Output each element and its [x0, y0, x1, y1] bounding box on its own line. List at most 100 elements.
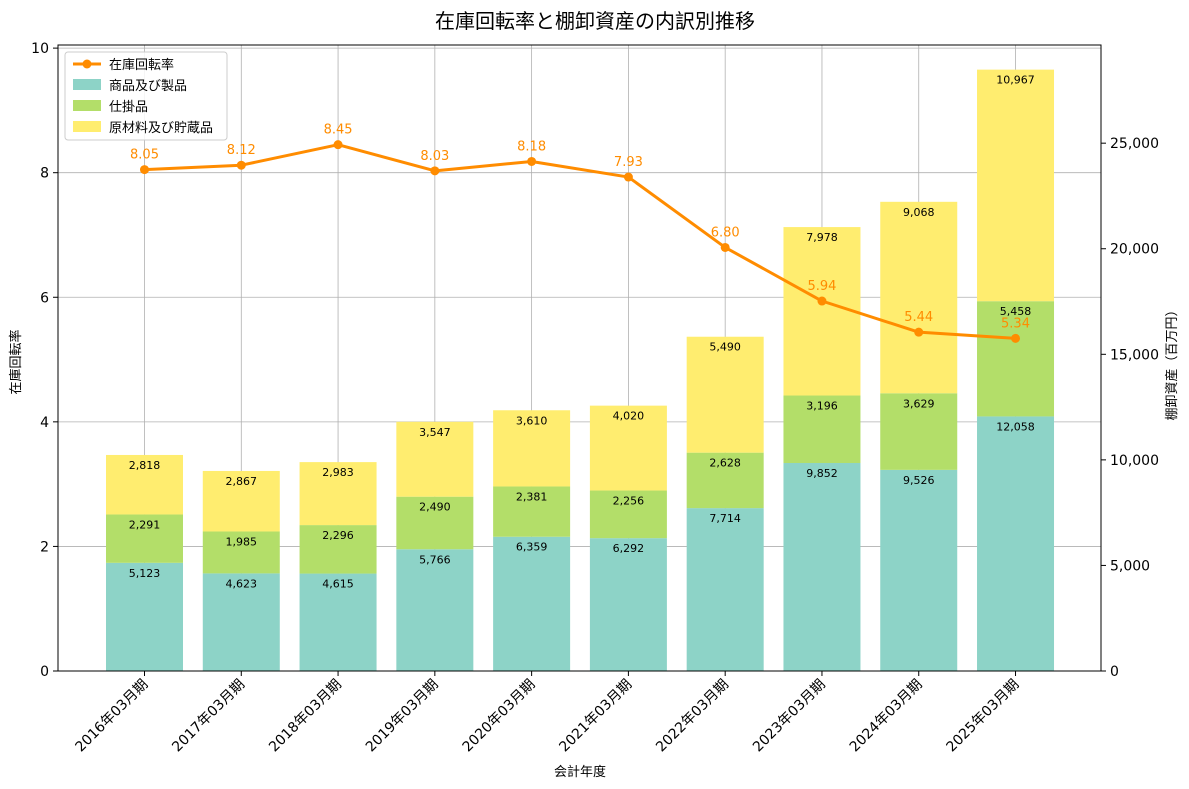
bar-segment — [589, 405, 667, 491]
bar-segment — [880, 393, 958, 470]
turnover-line-series: 8.05 8.12 8.45 8.03 8.18 7.93 6.80 5.94 5.44 5.34 — [130, 123, 1030, 343]
bar-segment — [106, 454, 183, 515]
turnover-value-label: 8.45 — [324, 123, 353, 138]
bar-segment — [493, 486, 571, 537]
bar-value-label: 6,292 — [613, 542, 645, 555]
bar-segment — [396, 421, 474, 497]
bar-segment — [880, 201, 958, 394]
bar-segment — [493, 536, 571, 671]
turnover-point — [914, 327, 924, 337]
bar-value-label: 9,068 — [903, 206, 935, 219]
turnover-point — [527, 156, 537, 166]
bar-value-label: 2,818 — [129, 459, 161, 472]
turnover-point — [1011, 333, 1021, 343]
legend-line-marker — [82, 59, 92, 69]
bar-segment — [783, 395, 861, 463]
bar-segment — [783, 462, 861, 671]
bar-segment — [202, 531, 280, 574]
bar-value-label: 6,359 — [516, 541, 548, 554]
y-left-tick-label: 0 — [40, 664, 49, 680]
legend-box — [64, 51, 228, 141]
legend-swatch — [73, 121, 101, 132]
turnover-value-label: 8.05 — [130, 148, 159, 163]
y-left-tick-label: 2 — [40, 539, 49, 555]
bar-segment — [880, 469, 958, 671]
bar-value-label: 4,623 — [226, 577, 258, 590]
bar-segment — [202, 470, 280, 532]
turnover-value-label: 7.93 — [614, 155, 643, 170]
bar-segment — [299, 462, 377, 526]
bar-value-label: 9,526 — [903, 474, 935, 487]
bar-value-label: 3,196 — [806, 400, 838, 413]
turnover-point — [140, 165, 149, 175]
legend-entry-label: 商品及び製品 — [109, 79, 187, 94]
turnover-value-label: 5.44 — [904, 310, 933, 325]
bar-segment — [977, 69, 1055, 302]
turnover-point — [333, 140, 343, 150]
bar-series — [106, 69, 1055, 671]
bar-value-label: 5,490 — [709, 341, 741, 354]
turnover-point — [817, 296, 827, 306]
bar-value-label: 4,020 — [613, 410, 645, 423]
bar-value-label: 2,291 — [129, 518, 161, 531]
y-left-tick-label: 4 — [40, 415, 49, 431]
bar-segment — [589, 490, 667, 539]
y-right-tick-label: 10,000 — [1110, 453, 1159, 469]
bar-value-label: 9,852 — [806, 467, 838, 480]
bar-value-label: 4,615 — [322, 578, 354, 591]
bar-value-label: 7,978 — [806, 231, 838, 244]
y-right-tick-label: 15,000 — [1110, 347, 1159, 363]
y-axis-left-title: 在庫回転率 — [8, 329, 24, 394]
bar-value-label: 2,490 — [419, 501, 451, 514]
chart-title: 在庫回転率と棚卸資産の内訳別推移 — [435, 9, 755, 33]
turnover-line — [144, 143, 1016, 340]
legend-entry-label: 原材料及び貯蔵品 — [109, 121, 213, 136]
turnover-point — [430, 166, 440, 176]
y-axis-right-title: 棚卸資産（百万円） — [1164, 303, 1180, 420]
bar-segment — [686, 452, 764, 509]
turnover-value-label: 6.80 — [711, 225, 740, 240]
bar-value-label: 3,610 — [516, 414, 548, 427]
bar-value-label: 2,381 — [516, 490, 548, 503]
turnover-value-label: 8.12 — [227, 143, 256, 158]
bar-segment — [493, 410, 571, 487]
bar-segment — [202, 573, 280, 671]
bar-value-label: 10,967 — [996, 74, 1035, 87]
legend-swatch — [73, 79, 101, 90]
legend-entry-label: 在庫回転率 — [109, 57, 174, 73]
bar-value-label: 2,256 — [613, 495, 645, 508]
bar-segment — [106, 562, 183, 671]
x-axis-title: 会計年度 — [554, 764, 606, 780]
bar-segment — [589, 538, 667, 671]
y-left-tick-label: 6 — [40, 290, 49, 306]
bar-value-label: 5,766 — [419, 553, 451, 566]
bar-value-label: 3,547 — [419, 426, 451, 439]
bar-value-label: 3,629 — [903, 397, 935, 410]
legend-entry-label: 仕掛品 — [109, 100, 148, 115]
bar-value-label: 12,058 — [996, 420, 1035, 433]
y-right-tick-label: 0 — [1110, 664, 1119, 680]
bar-segment — [783, 227, 861, 396]
bar-segment — [686, 508, 764, 671]
bar-segment — [396, 549, 474, 671]
turnover-point — [236, 160, 246, 170]
bar-segment — [106, 514, 183, 563]
bar-data-labels: 5,123 4,623 4,615 5,766 6,359 6,292 7,714 9,852… — [129, 74, 1035, 591]
turnover-point — [720, 242, 730, 252]
turnover-value-label: 5.34 — [1001, 316, 1030, 331]
bar-value-label: 2,867 — [226, 475, 258, 488]
y-right-tick-label: 20,000 — [1110, 242, 1159, 258]
bar-segment — [977, 416, 1055, 671]
turnover-point — [623, 172, 633, 182]
bar-segment — [299, 573, 377, 671]
bar-segment — [299, 525, 377, 574]
bar-segment — [686, 336, 764, 453]
bar-value-label: 1,985 — [226, 535, 258, 548]
plot-frame — [57, 44, 1102, 672]
bar-value-label: 2,628 — [709, 457, 741, 470]
turnover-value-label: 8.18 — [517, 139, 546, 154]
y-right-tick-label: 25,000 — [1110, 136, 1159, 152]
turnover-value-label: 5.94 — [807, 279, 836, 294]
bar-value-label: 2,296 — [322, 529, 354, 542]
